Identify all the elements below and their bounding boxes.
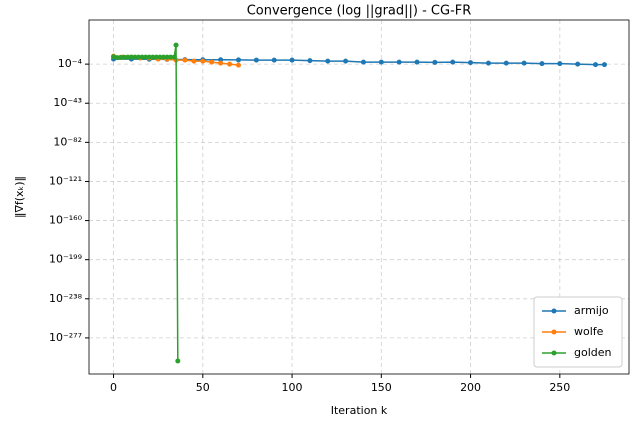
point [182,57,188,63]
point [307,58,313,64]
point [360,59,366,65]
point [125,54,131,60]
y-tick-label: 10⁻⁴ [58,57,83,70]
x-axis-label: Iteration k [331,404,388,417]
y-tick-label: 10⁻⁴³ [53,96,82,109]
point [153,54,159,60]
point [521,60,527,66]
chart-title: Convergence (log ||grad||) - CG-FR [247,4,472,19]
point [114,55,120,61]
point [191,58,197,64]
point [218,60,224,66]
point [289,57,295,63]
point [121,54,127,60]
legend-label: golden [574,346,612,359]
point [227,61,233,67]
point [209,59,215,65]
point [575,61,581,67]
x-tick-label: 0 [110,381,117,394]
point [450,59,456,65]
point [414,59,420,65]
x-tick-label: 100 [282,381,303,394]
point [139,54,145,60]
point [118,54,124,60]
point [132,54,138,60]
point [503,60,509,66]
plot-frame [88,19,630,375]
x-tick-label: 200 [460,381,481,394]
legend-marker [551,308,557,314]
point [539,61,545,67]
legend-marker [551,329,557,335]
y-axis-label: ‖∇f(xₖ)‖ [13,176,26,218]
y-tick-label: 10⁻⁸² [53,135,82,148]
point [557,61,563,67]
y-tick-label: 10⁻¹⁶⁰ [49,214,83,227]
point [468,60,474,66]
point [343,58,349,64]
point [157,54,163,60]
point [161,54,167,60]
point [271,57,277,63]
point [593,62,599,68]
y-tick-label: 10⁻¹²¹ [49,174,82,187]
point [378,59,384,65]
point [396,59,402,65]
point [325,58,331,64]
point [146,54,152,60]
x-tick-label: 50 [196,381,210,394]
point [432,59,438,65]
point [485,60,491,66]
point [171,54,177,60]
point [236,62,242,68]
point [175,358,181,364]
series-line [113,44,179,361]
y-tick-label: 10⁻²⁷⁷ [49,331,82,344]
y-tick-label: 10⁻¹⁹⁹ [49,253,82,266]
point [601,62,607,68]
point [236,57,242,63]
point [168,54,174,60]
point [143,54,149,60]
point [136,54,142,60]
legend-label: armijo [574,304,609,317]
x-tick-label: 150 [371,381,392,394]
x-tick-label: 250 [549,381,570,394]
point [128,54,134,60]
point [200,58,206,64]
point [173,42,179,48]
point [253,57,259,63]
legend-label: wolfe [574,325,604,338]
point [164,54,170,60]
y-tick-label: 10⁻²³⁸ [49,292,83,305]
legend-box [533,296,623,368]
point [150,54,156,60]
legend-marker [551,350,557,356]
